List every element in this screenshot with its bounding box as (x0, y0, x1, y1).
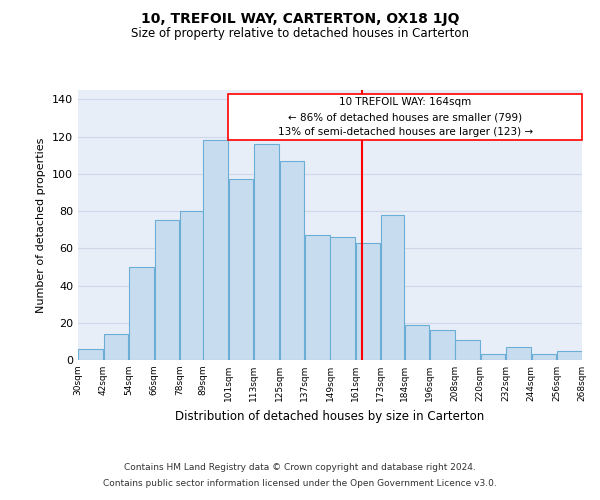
Bar (254, 144, 279, 360)
Text: Size of property relative to detached houses in Carterton: Size of property relative to detached ho… (131, 28, 469, 40)
Bar (481, 354, 505, 360)
Bar (506, 347, 531, 360)
Text: 10 TREFOIL WAY: 164sqm
← 86% of detached houses are smaller (799)
13% of semi-de: 10 TREFOIL WAY: 164sqm ← 86% of detached… (278, 97, 533, 137)
Bar (155, 220, 179, 360)
Bar (305, 235, 329, 360)
Bar (455, 340, 480, 360)
Bar (79, 349, 103, 360)
Text: Contains HM Land Registry data © Crown copyright and database right 2024.: Contains HM Land Registry data © Crown c… (124, 464, 476, 472)
Bar (430, 330, 455, 360)
Text: 10, TREFOIL WAY, CARTERTON, OX18 1JQ: 10, TREFOIL WAY, CARTERTON, OX18 1JQ (141, 12, 459, 26)
Bar (381, 215, 404, 360)
Bar (404, 324, 429, 360)
X-axis label: Distribution of detached houses by size in Carterton: Distribution of detached houses by size … (175, 410, 485, 422)
Bar (229, 180, 253, 360)
Y-axis label: Number of detached properties: Number of detached properties (37, 138, 46, 312)
Bar (203, 140, 228, 360)
Bar (557, 350, 581, 360)
Bar (532, 354, 556, 360)
Bar (331, 237, 355, 360)
Bar (180, 211, 203, 360)
FancyBboxPatch shape (229, 94, 582, 140)
Bar (280, 161, 304, 360)
Bar (129, 267, 154, 360)
Bar (356, 242, 380, 360)
Text: Contains public sector information licensed under the Open Government Licence v3: Contains public sector information licen… (103, 478, 497, 488)
Bar (104, 334, 128, 360)
